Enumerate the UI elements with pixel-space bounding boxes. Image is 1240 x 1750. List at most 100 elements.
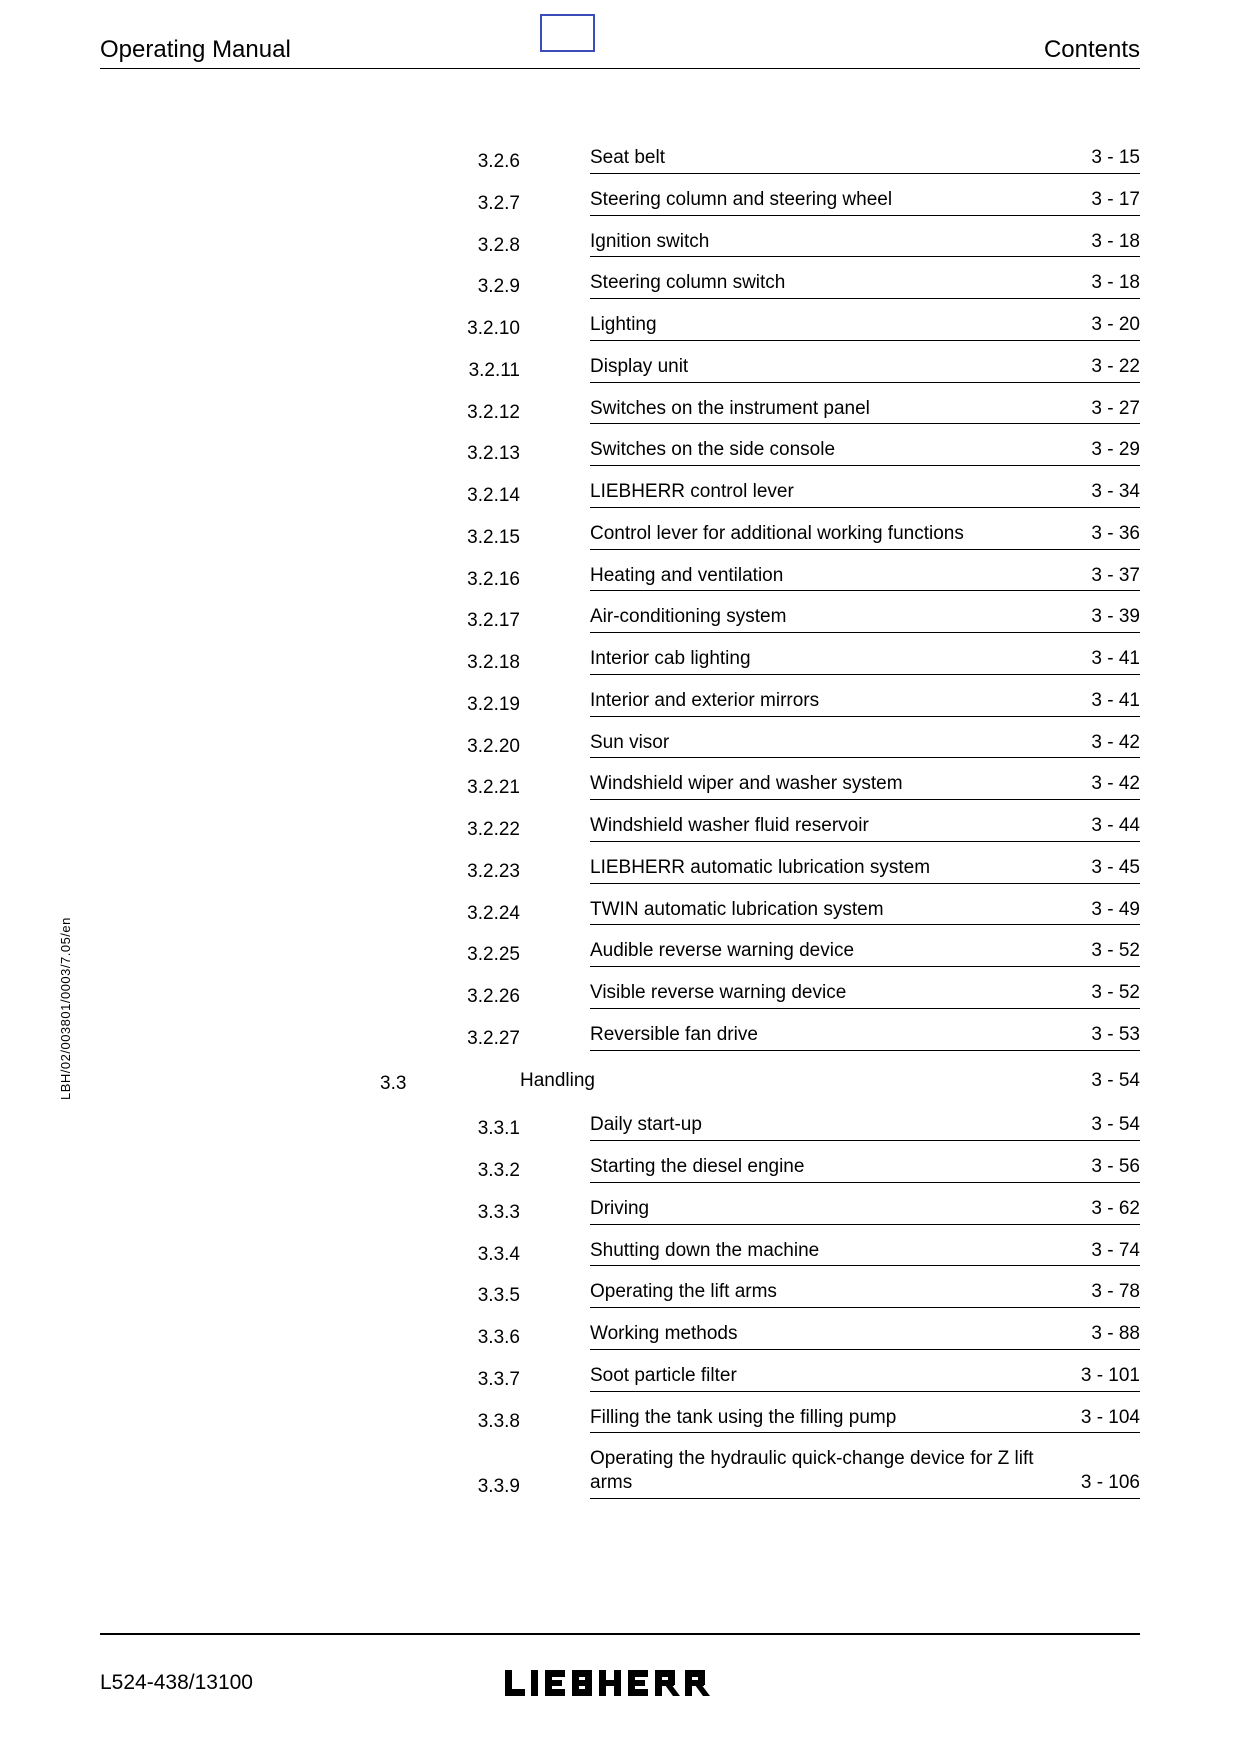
toc-title: Switches on the instrument panel xyxy=(590,397,1060,425)
toc-entry-row: 3.3.4 Shutting down the machine3 - 74 xyxy=(100,1225,1140,1267)
toc-title: Audible reverse warning device xyxy=(590,939,1060,967)
toc-entry-row: 3.2.10 Lighting3 - 20 xyxy=(100,299,1140,341)
toc-title: Driving xyxy=(590,1197,1060,1225)
toc-page: 3 - 101 xyxy=(1060,1364,1140,1392)
toc-number: 3.3.4 xyxy=(420,1243,520,1267)
toc-entry-row: 3.3.8 Filling the tank using the filling … xyxy=(100,1392,1140,1434)
document-number: L524-438/13100 xyxy=(100,1671,253,1695)
toc-entry-row: 3.2.11Display unit3 - 22 xyxy=(100,341,1140,383)
toc-page: 3 - 41 xyxy=(1060,647,1140,675)
footer-rule xyxy=(100,1633,1140,1635)
toc-entry-row: 3.2.17Air-conditioning system3 - 39 xyxy=(100,591,1140,633)
toc-title: Operating the hydraulic quick-change de­… xyxy=(590,1447,1060,1499)
toc-number: 3.2.21 xyxy=(420,776,520,800)
toc-title: Steering column switch xyxy=(590,271,1060,299)
toc-page: 3 - 53 xyxy=(1060,1023,1140,1051)
toc-page: 3 - 54 xyxy=(1060,1113,1140,1141)
toc-number: 3.2.10 xyxy=(420,317,520,341)
side-reference-code: LBH/02/003801/0003/7.05/en xyxy=(58,917,73,1100)
toc-title: Shutting down the machine xyxy=(590,1239,1060,1267)
toc-entry-row: 3.2.21Windshield wiper and washer system… xyxy=(100,758,1140,800)
toc-page: 3 - 18 xyxy=(1060,271,1140,299)
toc-page: 3 - 52 xyxy=(1060,939,1140,967)
toc-number: 3.2.14 xyxy=(420,484,520,508)
toc-number: 3.3.3 xyxy=(420,1201,520,1225)
toc-title: Reversible fan drive xyxy=(590,1023,1060,1051)
toc-number: 3.2.12 xyxy=(420,401,520,425)
toc-entry-row: 3.2.13 Switches on the side console3 - 29 xyxy=(100,424,1140,466)
toc-number: 3.2.9 xyxy=(420,275,520,299)
toc-entry-row: 3.3.5Operating the lift arms3 - 78 xyxy=(100,1266,1140,1308)
toc-title: Seat belt xyxy=(590,146,1060,174)
toc-entry-row: 3.2.20Sun visor3 - 42 xyxy=(100,717,1140,759)
toc-title: Daily start-up xyxy=(590,1113,1060,1141)
toc-number: 3.2.18 xyxy=(420,651,520,675)
toc-title: Soot particle filter xyxy=(590,1364,1060,1392)
toc-title: Operating the lift arms xyxy=(590,1280,1060,1308)
toc-title: Interior cab lighting xyxy=(590,647,1060,675)
toc-page: 3 - 62 xyxy=(1060,1197,1140,1225)
toc-page: 3 - 106 xyxy=(1060,1471,1140,1499)
toc-entry-row: 3.2.19Interior and exterior mirrors3 - 4… xyxy=(100,675,1140,717)
toc-entry-row: 3.3.9Operating the hydraulic quick-chang… xyxy=(100,1433,1140,1499)
toc-number: 3.3.7 xyxy=(420,1368,520,1392)
toc-number: 3.3.8 xyxy=(420,1410,520,1434)
toc-title: Switches on the side console xyxy=(590,438,1060,466)
toc-title: Handling xyxy=(520,1069,1060,1096)
toc-number: 3.2.8 xyxy=(420,234,520,258)
toc-title: Filling the tank using the filling pump xyxy=(590,1406,1060,1434)
toc-number: 3.2.13 xyxy=(420,442,520,466)
toc-title: Lighting xyxy=(590,313,1060,341)
toc-entry-row: 3.2.14LIEBHERR control lever3 - 34 xyxy=(100,466,1140,508)
toc-entry-row: 3.2.15Control lever for additional worki… xyxy=(100,508,1140,550)
toc-title: Steering column and steering wheel xyxy=(590,188,1060,216)
toc-number: 3.3.2 xyxy=(420,1159,520,1183)
toc-number: 3.2.24 xyxy=(420,902,520,926)
header-left: Operating Manual xyxy=(100,36,291,64)
toc-page: 3 - 36 xyxy=(1060,522,1140,550)
page-footer: L524-438/13100 xyxy=(100,1671,1140,1695)
toc-entry-row: 3.3.7 Soot particle filter3 - 101 xyxy=(100,1350,1140,1392)
toc-section-row: 3.3Handling3 - 54 xyxy=(100,1051,1140,1100)
toc-page: 3 - 88 xyxy=(1060,1322,1140,1350)
toc-number: 3.3.6 xyxy=(420,1326,520,1350)
toc-entry-row: 3.3.2Starting the diesel engine3 - 56 xyxy=(100,1141,1140,1183)
toc-number: 3.2.22 xyxy=(420,818,520,842)
toc-page: 3 - 42 xyxy=(1060,772,1140,800)
toc-page: 3 - 27 xyxy=(1060,397,1140,425)
toc-title: Sun visor xyxy=(590,731,1060,759)
toc-number: 3.3.1 xyxy=(420,1117,520,1141)
toc-page: 3 - 37 xyxy=(1060,564,1140,592)
toc-title: Starting the diesel engine xyxy=(590,1155,1060,1183)
toc-number: 3.2.27 xyxy=(420,1027,520,1051)
toc-entry-row: 3.2.6Seat belt3 - 15 xyxy=(100,132,1140,174)
toc-title: LIEBHERR automatic lubrication system xyxy=(590,856,1060,884)
toc-title: Ignition switch xyxy=(590,230,1060,258)
toc-entry-row: 3.2.18 Interior cab lighting3 - 41 xyxy=(100,633,1140,675)
toc-page: 3 - 52 xyxy=(1060,981,1140,1009)
toc-title: Windshield washer fluid reservoir xyxy=(590,814,1060,842)
toc-page: 3 - 22 xyxy=(1060,355,1140,383)
toc-page: 3 - 74 xyxy=(1060,1239,1140,1267)
toc-entry-row: 3.2.12 Switches on the instrument panel3 … xyxy=(100,383,1140,425)
toc-page: 3 - 41 xyxy=(1060,689,1140,717)
header-right: Contents xyxy=(1044,36,1140,64)
toc-page: 3 - 20 xyxy=(1060,313,1140,341)
toc-title: Heating and ventilation xyxy=(590,564,1060,592)
toc-page: 3 - 42 xyxy=(1060,731,1140,759)
toc-page: 3 - 17 xyxy=(1060,188,1140,216)
toc-page: 3 - 104 xyxy=(1060,1406,1140,1434)
toc-number: 3.2.25 xyxy=(420,943,520,967)
toc-page: 3 - 34 xyxy=(1060,480,1140,508)
toc-number: 3.2.26 xyxy=(420,985,520,1009)
toc-number: 3.3.5 xyxy=(420,1284,520,1308)
toc-number: 3.2.16 xyxy=(420,568,520,592)
toc-title: Display unit xyxy=(590,355,1060,383)
toc-number: 3.3 xyxy=(380,1072,440,1096)
toc-title: Air-conditioning system xyxy=(590,605,1060,633)
toc-number: 3.2.23 xyxy=(420,860,520,884)
toc-entry-row: 3.2.26Visible reverse warning device3 - … xyxy=(100,967,1140,1009)
toc-entry-row: 3.2.16 Heating and ventilation3 - 37 xyxy=(100,550,1140,592)
toc-entry-row: 3.2.27 Reversible fan drive3 - 53 xyxy=(100,1009,1140,1051)
toc-page: 3 - 29 xyxy=(1060,438,1140,466)
